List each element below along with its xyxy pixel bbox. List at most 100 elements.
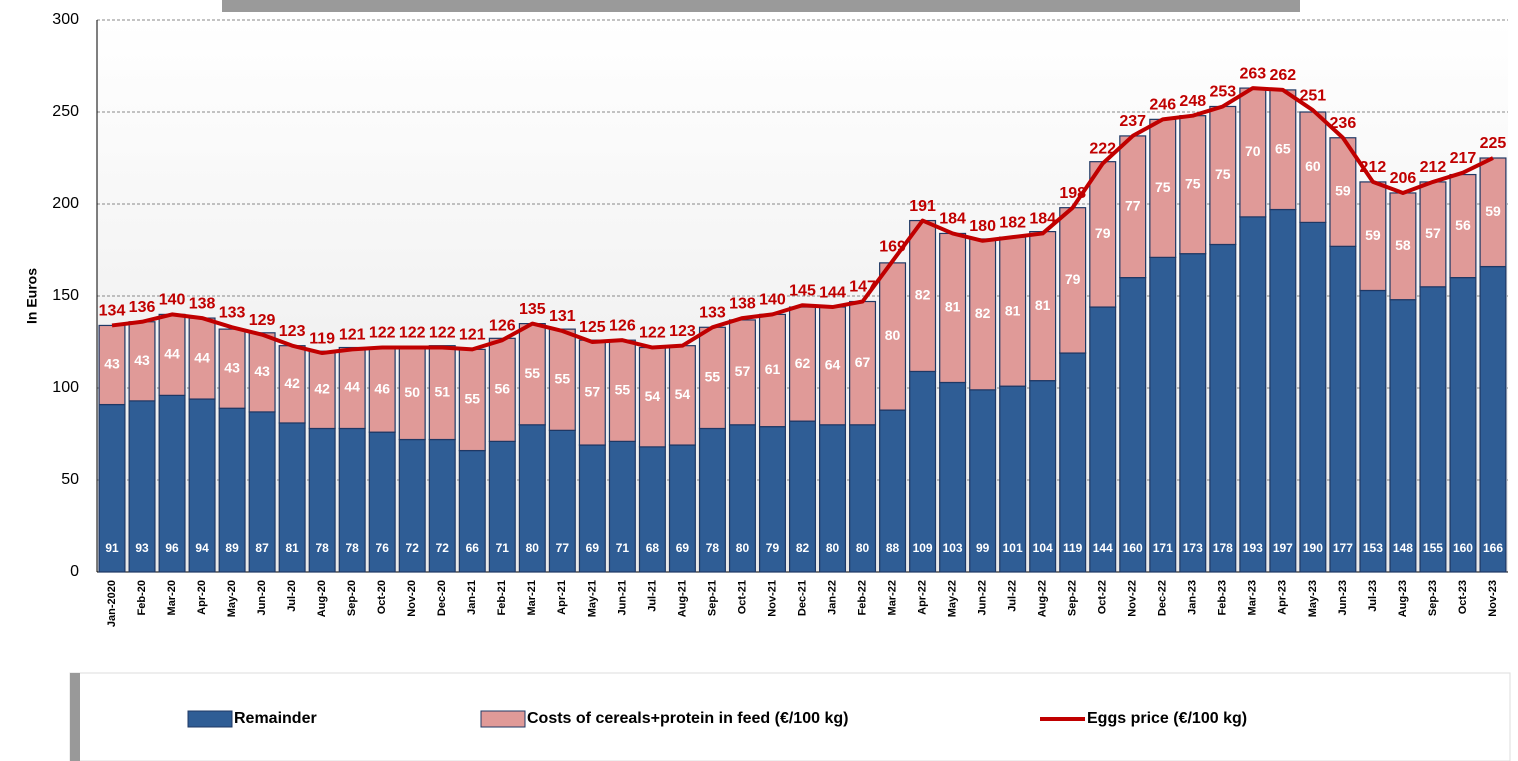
line-label: 191 <box>909 198 936 215</box>
bar-segment <box>999 236 1027 387</box>
data-label: 81 <box>945 299 961 315</box>
x-tick-label: Sep-20 <box>346 580 358 616</box>
data-label: 177 <box>1333 541 1353 555</box>
data-label: 67 <box>855 354 871 370</box>
line-label: 125 <box>579 319 606 336</box>
line-label: 262 <box>1269 67 1296 84</box>
data-label: 160 <box>1453 541 1473 555</box>
bar-segment <box>698 326 726 430</box>
line-label: 126 <box>489 317 516 334</box>
bar-segment <box>98 403 126 573</box>
legend-label: Eggs price (€/100 kg) <box>1087 710 1247 727</box>
bar-segment <box>909 370 937 573</box>
data-label: 42 <box>284 375 300 391</box>
data-label: 109 <box>913 541 933 555</box>
data-label: 80 <box>885 327 901 343</box>
data-label: 43 <box>224 359 240 375</box>
data-label: 197 <box>1273 541 1293 555</box>
bar-segment <box>638 346 666 448</box>
bar-segment <box>1209 243 1237 573</box>
data-label: 70 <box>1245 143 1261 159</box>
data-label: 96 <box>165 541 179 555</box>
data-label: 160 <box>1123 541 1143 555</box>
line-label: 121 <box>339 327 366 344</box>
data-label: 64 <box>825 357 841 373</box>
bar-segment <box>308 350 336 430</box>
data-label: 78 <box>706 541 720 555</box>
bar-segment <box>728 424 756 573</box>
bar-segment <box>819 306 847 426</box>
data-label: 60 <box>1305 158 1321 174</box>
line-label: 135 <box>519 301 546 318</box>
data-label: 72 <box>436 541 450 555</box>
data-label: 81 <box>285 541 299 555</box>
x-tick-label: Mar-21 <box>526 580 538 615</box>
bar-segment <box>999 385 1027 573</box>
y-tick-label: 100 <box>52 379 79 396</box>
data-label: 43 <box>134 352 150 368</box>
bar-segment <box>398 438 426 573</box>
bar-segment <box>128 400 156 573</box>
bar-segment <box>879 262 907 411</box>
line-label: 251 <box>1300 87 1327 104</box>
x-tick-label: Apr-20 <box>196 580 208 615</box>
data-label: 79 <box>1095 225 1111 241</box>
line-label: 129 <box>249 312 276 329</box>
bar-segment <box>458 348 486 452</box>
bar-segment <box>939 232 967 384</box>
bar-segment <box>518 424 546 573</box>
line-label: 253 <box>1209 84 1236 101</box>
line-label: 212 <box>1420 159 1447 176</box>
data-label: 89 <box>225 541 239 555</box>
x-tick-label: Sep-21 <box>706 580 718 616</box>
legend-swatch <box>480 710 526 728</box>
x-tick-label: Oct-21 <box>736 580 748 614</box>
data-label: 166 <box>1483 541 1503 555</box>
data-label: 51 <box>434 383 450 399</box>
data-label: 75 <box>1185 175 1201 191</box>
line-label: 184 <box>939 211 966 228</box>
bar-segment <box>278 422 306 573</box>
data-label: 82 <box>796 541 810 555</box>
data-label: 148 <box>1393 541 1413 555</box>
data-label: 178 <box>1213 541 1233 555</box>
y-tick-label: 0 <box>70 563 79 580</box>
bar-segment <box>248 411 276 573</box>
x-tick-label: Mar-22 <box>886 580 898 615</box>
bar-segment <box>1479 157 1507 268</box>
bar-segment <box>1329 245 1357 573</box>
line-label: 123 <box>669 323 696 340</box>
data-label: 59 <box>1485 203 1501 219</box>
legend-shadow <box>70 673 80 761</box>
data-label: 80 <box>826 541 840 555</box>
bar-segment <box>1029 231 1057 382</box>
bar-segment <box>668 444 696 573</box>
data-label: 55 <box>555 370 571 386</box>
data-label: 72 <box>406 541 420 555</box>
x-tick-label: Oct-20 <box>376 580 388 614</box>
bar-segment <box>819 424 847 573</box>
data-label: 101 <box>1003 541 1023 555</box>
x-tick-label: Aug-22 <box>1037 580 1049 617</box>
x-tick-label: Jul-20 <box>286 580 298 612</box>
x-tick-label: Jul-21 <box>646 580 658 612</box>
line-label: 138 <box>729 295 756 312</box>
bar-segment <box>668 345 696 446</box>
data-label: 43 <box>254 363 270 379</box>
line-label: 198 <box>1059 185 1086 202</box>
bar-segment <box>939 381 967 573</box>
bar-segment <box>1299 111 1327 224</box>
bar-segment <box>969 389 997 573</box>
data-label: 88 <box>886 541 900 555</box>
data-label: 42 <box>314 381 330 397</box>
y-tick-label: 300 <box>52 11 79 28</box>
bar-segment <box>338 346 366 430</box>
bar-segment <box>1149 256 1177 573</box>
line-label: 237 <box>1119 113 1146 130</box>
bar-segment <box>909 219 937 373</box>
data-label: 62 <box>795 355 811 371</box>
x-tick-label: Jul-23 <box>1367 580 1379 612</box>
bar-segment <box>698 427 726 573</box>
bar-segment <box>1089 306 1117 573</box>
bar-segment <box>1269 208 1297 573</box>
